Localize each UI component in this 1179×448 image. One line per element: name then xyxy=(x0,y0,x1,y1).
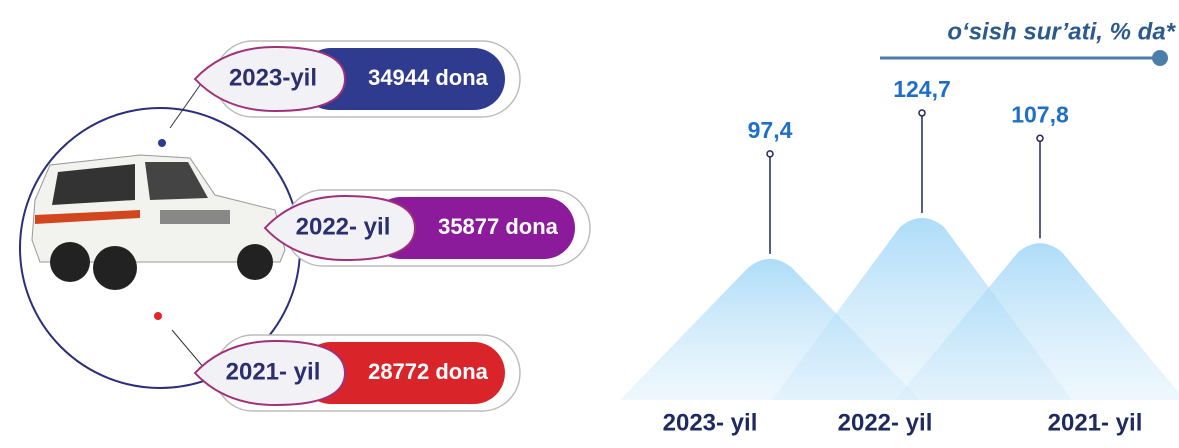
mountain xyxy=(895,243,1179,400)
year-bubble xyxy=(263,194,417,262)
year-bubble xyxy=(193,45,347,113)
leader-dot xyxy=(766,150,774,158)
year-bubble xyxy=(193,339,347,407)
value-label: 124,7 xyxy=(893,76,951,102)
van xyxy=(31,154,286,290)
category-label: 2022- yil xyxy=(838,409,933,436)
title-dot xyxy=(1152,50,1168,66)
leader-dot xyxy=(1036,134,1044,143)
value-label: 97,4 xyxy=(748,117,793,143)
value-label: 28772 dona xyxy=(368,359,489,384)
value-label: 34944 dona xyxy=(368,65,489,90)
year-label: 2021- yil xyxy=(226,358,321,385)
value-label: 107,8 xyxy=(1011,101,1069,127)
leader-dot xyxy=(918,109,926,117)
category-label: 2021- yil xyxy=(1048,409,1143,436)
year-label: 2022- yil xyxy=(296,213,391,240)
value-label: 35877 dona xyxy=(438,214,559,239)
year-label: 2023-yil xyxy=(229,64,317,91)
pill xyxy=(300,342,505,404)
pill xyxy=(300,48,505,110)
van-circle xyxy=(19,77,301,389)
pill xyxy=(370,197,575,259)
category-label: 2023- yil xyxy=(663,409,758,436)
chart-title: o‘sish sur’ati, % da* xyxy=(947,18,1176,45)
